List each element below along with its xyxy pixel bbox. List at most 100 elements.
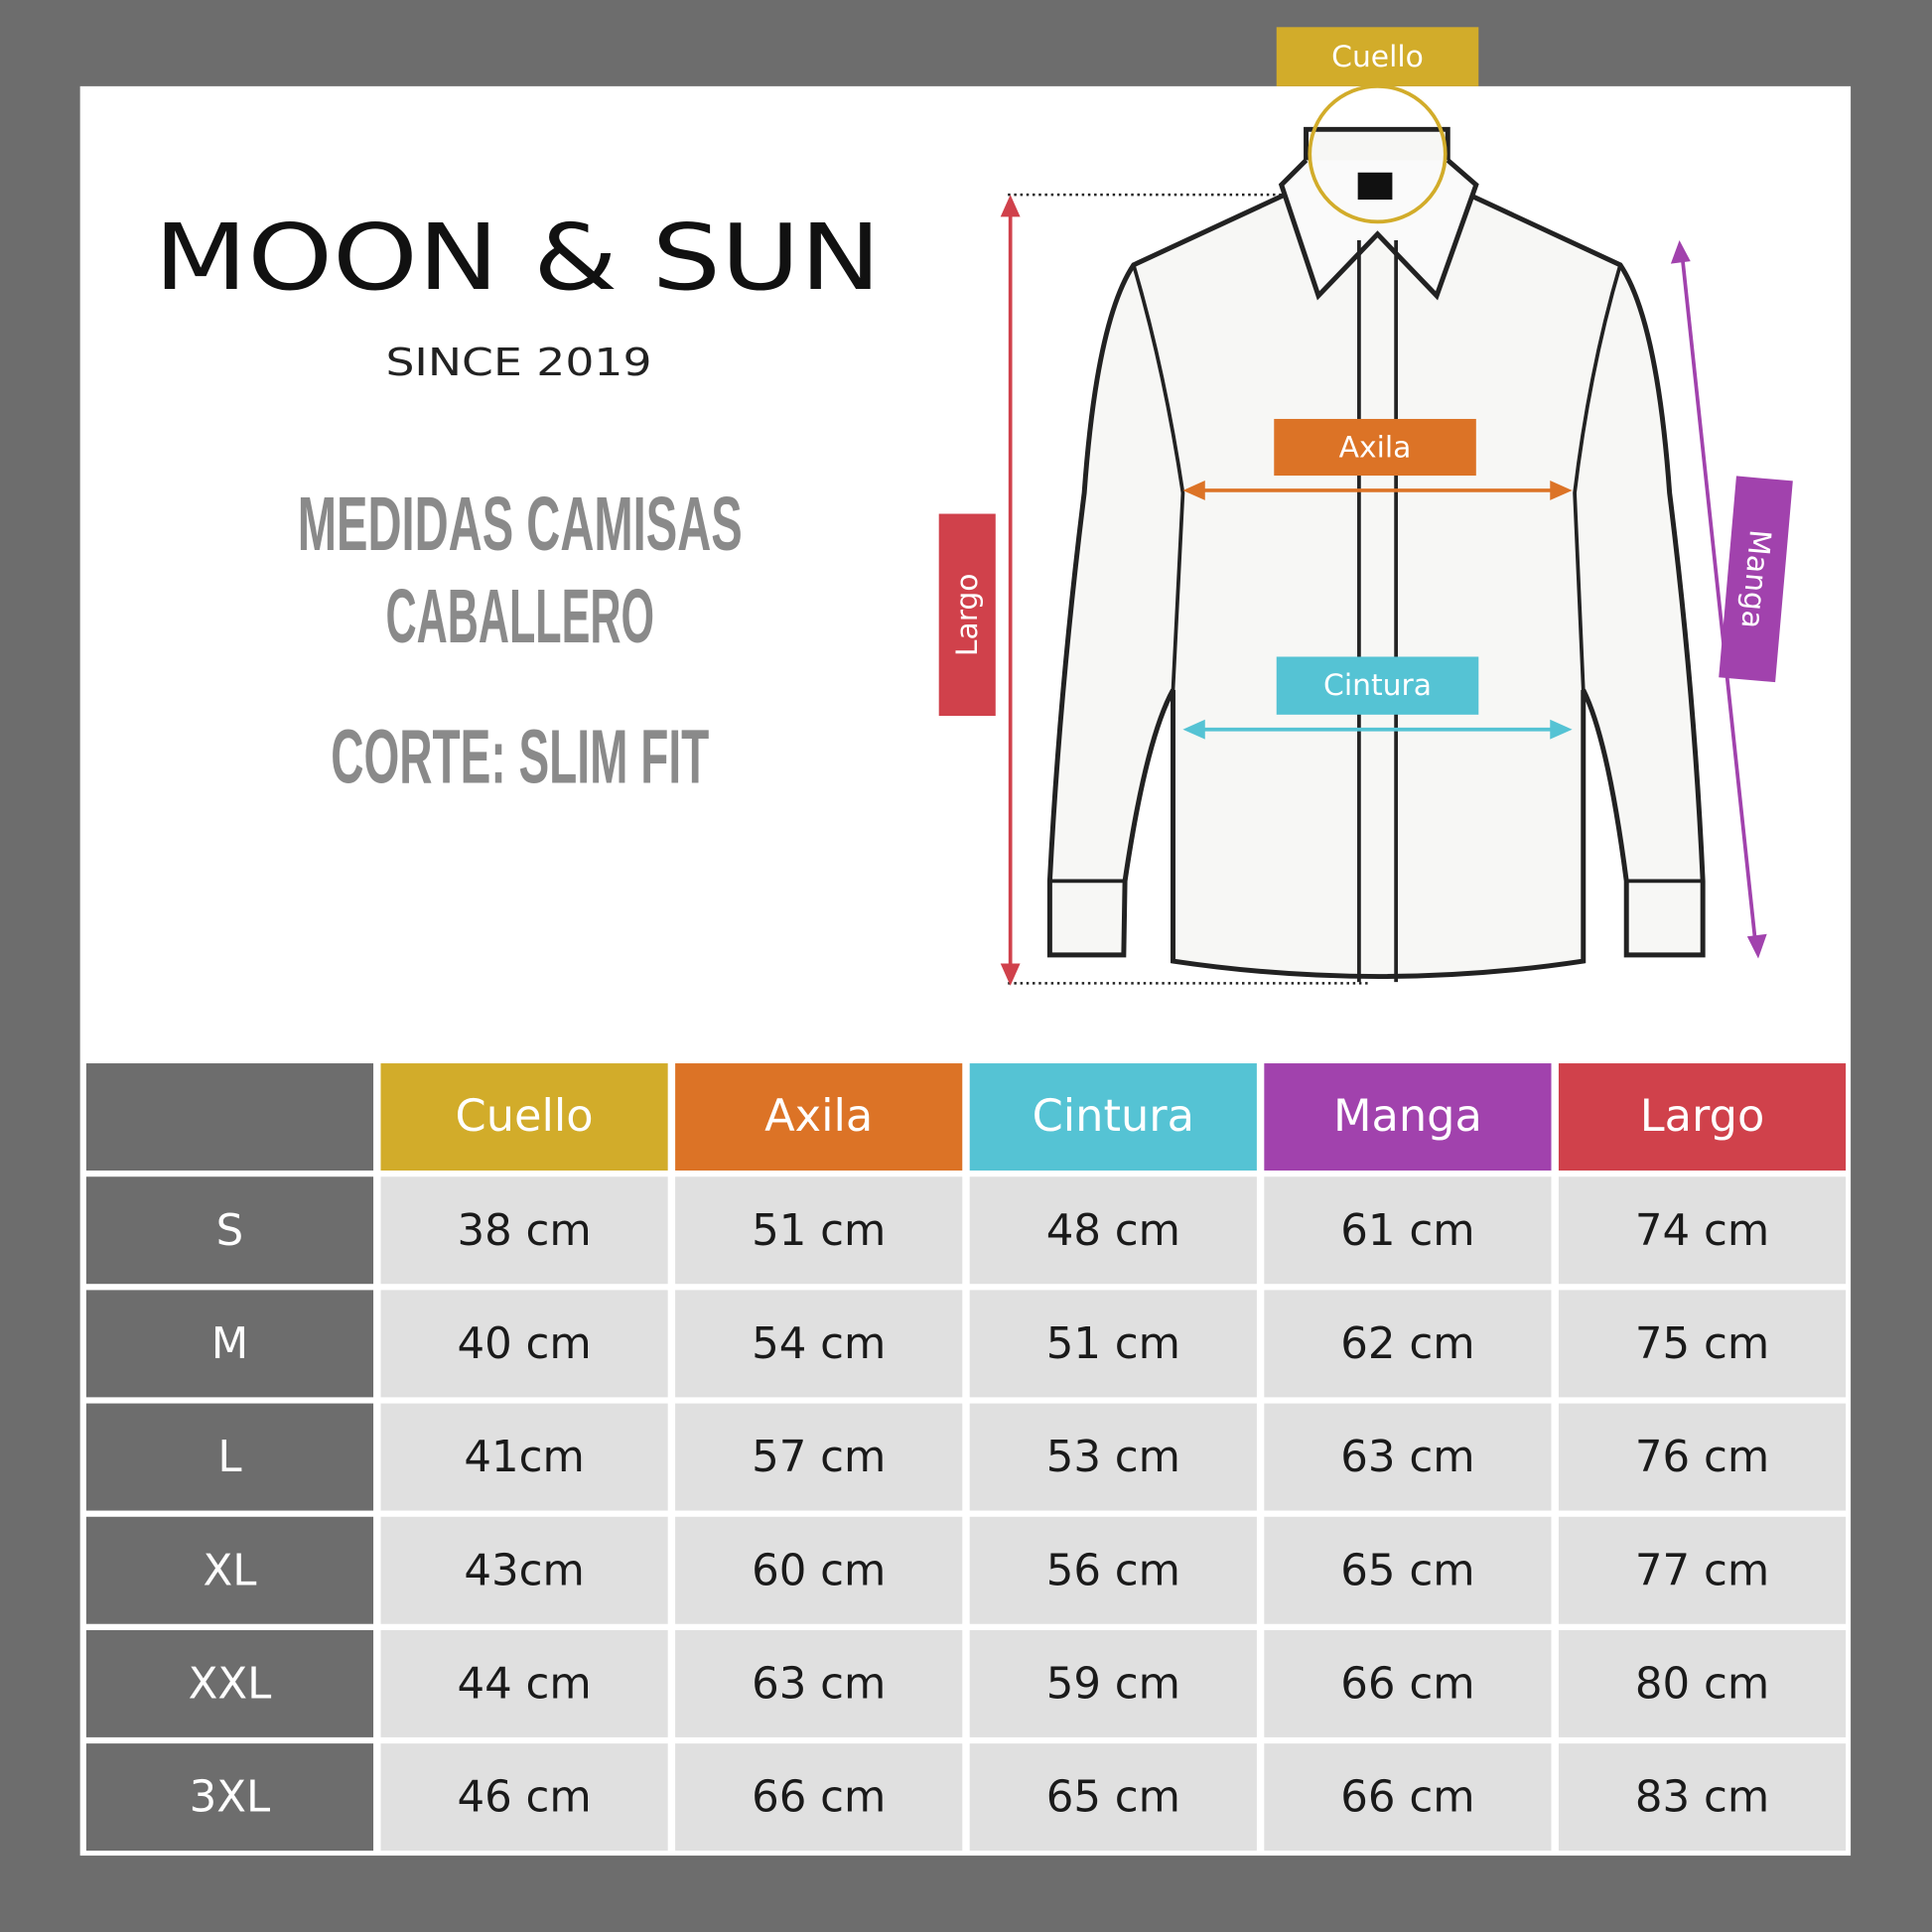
measurement: 46 cm [457,1773,591,1823]
data-cell [1558,1290,1847,1398]
measurement: 66 cm [1340,1660,1474,1710]
size-cell [85,1629,374,1737]
size-cell [85,1176,374,1285]
measurement: 77 cm [1635,1546,1769,1595]
header-cell [1558,1063,1847,1172]
measurement: 40 cm [457,1319,591,1369]
data-cell [1558,1176,1847,1285]
heading-line: MEDIDAS CAMISAS [298,482,743,567]
measurement: 41cm [464,1433,584,1482]
data-cell [675,1403,963,1511]
label-box [1276,27,1479,86]
header-text: Axila [764,1090,873,1142]
size-label: M [211,1319,248,1369]
size-cell [85,1290,374,1398]
size-cell [85,1743,374,1852]
size-label: S [216,1206,244,1256]
header-cell [85,1063,374,1172]
data-cell [675,1743,963,1852]
diagram-label: Cuello [1331,40,1424,74]
measurement: 76 cm [1635,1433,1769,1482]
data-cell [380,1629,668,1737]
header-text: Cuello [456,1090,594,1142]
data-cell [380,1743,668,1852]
measurement: 60 cm [752,1546,886,1595]
header-cell [969,1063,1257,1172]
heading-cut: CORTE: SLIM FIT [331,715,709,800]
measurement: 51 cm [752,1206,886,1256]
header-cell [380,1063,668,1172]
heading-line: CABALLERO [385,574,654,659]
data-cell [1264,1516,1552,1624]
measurement: 63 cm [1340,1433,1474,1482]
diagram-label: Cintura [1323,668,1432,703]
measurement: 75 cm [1635,1319,1769,1369]
measurement: 63 cm [752,1660,886,1710]
shirt-illustration [1046,126,1706,983]
header-text: Largo [1640,1090,1765,1142]
diagram-label: Manga [1733,528,1777,630]
measurement: 43cm [464,1546,584,1595]
measurement: 57 cm [752,1433,886,1482]
data-cell [1558,1516,1847,1624]
label-box [1719,476,1793,683]
header-cell [675,1063,963,1172]
data-cell [1558,1743,1847,1852]
data-cell [1264,1743,1552,1852]
data-cell [380,1176,668,1285]
data-cell [969,1176,1257,1285]
data-cell [969,1629,1257,1737]
diagram-label: Axila [1339,430,1412,465]
data-cell [969,1403,1257,1511]
data-cell [675,1629,963,1737]
data-cell [675,1290,963,1398]
data-cell [675,1516,963,1624]
data-cell [1264,1403,1552,1511]
measurement: 65 cm [1046,1773,1180,1823]
size-cell [85,1403,374,1511]
label-box [1274,418,1476,477]
data-cell [380,1403,668,1511]
measurement: 44 cm [457,1660,591,1710]
measurement: 59 cm [1046,1660,1180,1710]
measurement: 62 cm [1340,1319,1474,1369]
diagram-label: Largo [950,573,985,656]
header-text: Manga [1333,1090,1482,1142]
data-cell [969,1290,1257,1398]
data-cell [1264,1176,1552,1285]
measurement: 54 cm [752,1319,886,1369]
data-cell [969,1516,1257,1624]
size-label: L [217,1433,241,1482]
size-label: XXL [189,1660,272,1710]
label-box [1276,656,1479,715]
data-cell [1558,1403,1847,1511]
measurement: 80 cm [1635,1660,1769,1710]
measurement: 56 cm [1046,1546,1180,1595]
data-cell [380,1516,668,1624]
measurement: 53 cm [1046,1433,1180,1482]
data-cell [675,1176,963,1285]
label-box [938,513,996,717]
data-cell [1264,1629,1552,1737]
measurement: 48 cm [1046,1206,1180,1256]
header-text: Cintura [1033,1090,1194,1142]
measurement: 38 cm [457,1206,591,1256]
size-cell [85,1516,374,1624]
data-cell [969,1743,1257,1852]
header-cell [1264,1063,1552,1172]
brand-since: SINCE 2019 [385,341,651,385]
brand-name: MOON & SUN [154,205,881,311]
size-label: 3XL [190,1773,271,1823]
measurement: 61 cm [1340,1206,1474,1256]
data-cell [1558,1629,1847,1737]
measurement: 51 cm [1046,1319,1180,1369]
size-label: XL [203,1546,256,1595]
manga-arrow [1680,252,1758,947]
measurement: 65 cm [1340,1546,1474,1595]
measurement: 83 cm [1635,1773,1769,1823]
measurement: 66 cm [752,1773,886,1823]
measurement: 74 cm [1635,1206,1769,1256]
data-cell [380,1290,668,1398]
data-cell [1264,1290,1552,1398]
